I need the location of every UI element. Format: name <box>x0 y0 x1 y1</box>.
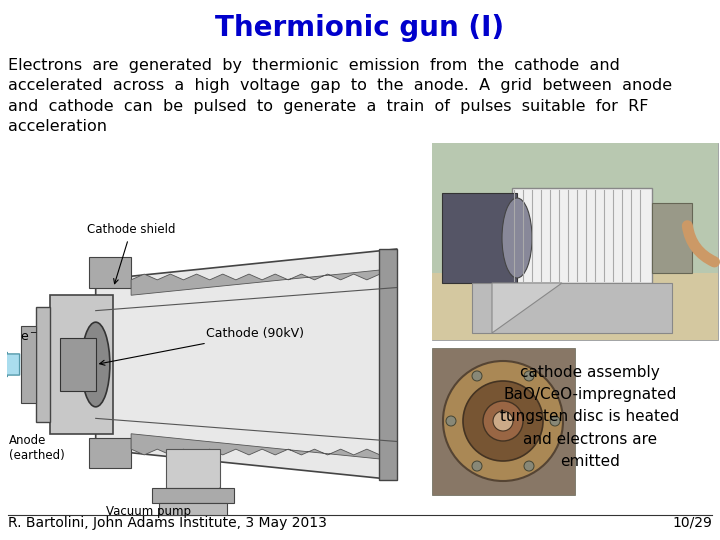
Ellipse shape <box>502 198 532 278</box>
Ellipse shape <box>443 361 563 481</box>
Bar <box>89 437 131 468</box>
Bar <box>652 203 692 273</box>
Text: cathode assembly
BaO/CeO-impregnated
tungsten disc is heated
and electrons are
e: cathode assembly BaO/CeO-impregnated tun… <box>500 365 680 469</box>
Polygon shape <box>96 249 397 480</box>
Bar <box>442 193 517 283</box>
Polygon shape <box>492 283 562 333</box>
Bar <box>35 307 50 422</box>
Text: Cathode shield: Cathode shield <box>87 224 176 284</box>
Text: Thermionic gun (I): Thermionic gun (I) <box>215 14 505 42</box>
Bar <box>432 143 718 340</box>
Bar <box>159 503 227 515</box>
Ellipse shape <box>550 416 560 426</box>
Text: R. Bartolini, John Adams Institute, 3 May 2013: R. Bartolini, John Adams Institute, 3 Ma… <box>8 516 327 530</box>
Bar <box>166 449 220 488</box>
Bar <box>512 188 652 283</box>
Polygon shape <box>131 434 397 480</box>
Bar <box>379 249 397 480</box>
Text: Vacuum pump: Vacuum pump <box>107 505 192 518</box>
Bar <box>432 273 718 340</box>
Ellipse shape <box>446 416 456 426</box>
Ellipse shape <box>483 401 523 441</box>
Ellipse shape <box>493 411 513 431</box>
Text: 10/29: 10/29 <box>672 516 712 530</box>
Bar <box>432 143 718 340</box>
Ellipse shape <box>81 322 110 407</box>
Bar <box>472 283 672 333</box>
Bar <box>89 257 131 287</box>
Text: Electrons  are  generated  by  thermionic  emission  from  the  cathode  and
acc: Electrons are generated by thermionic em… <box>8 58 672 134</box>
Ellipse shape <box>524 461 534 471</box>
Bar <box>50 295 114 434</box>
Bar <box>60 338 96 392</box>
Text: e$^-$: e$^-$ <box>19 331 37 344</box>
FancyArrowPatch shape <box>688 226 714 262</box>
Ellipse shape <box>524 371 534 381</box>
Ellipse shape <box>472 461 482 471</box>
Text: Anode
(earthed): Anode (earthed) <box>9 434 65 462</box>
Ellipse shape <box>463 381 543 461</box>
Bar <box>432 348 575 495</box>
Polygon shape <box>131 249 397 295</box>
Bar <box>153 488 234 503</box>
Text: Cathode (90kV): Cathode (90kV) <box>99 327 304 365</box>
Ellipse shape <box>472 371 482 381</box>
FancyArrow shape <box>0 352 19 377</box>
Bar <box>22 326 35 403</box>
